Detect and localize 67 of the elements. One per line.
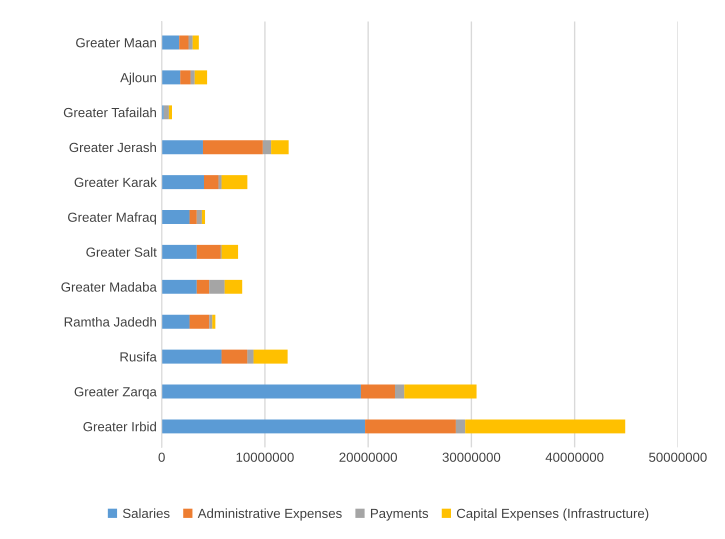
y-tick-label: Rusifa: [120, 352, 157, 362]
bar: [194, 70, 208, 84]
bar: [162, 175, 204, 190]
bar: [456, 419, 466, 434]
bar: [179, 36, 189, 50]
y-tick-label: Greater Jerash: [69, 142, 156, 152]
bar: [222, 175, 248, 190]
bar: [168, 105, 172, 120]
bar: [162, 384, 361, 399]
bar: [162, 280, 197, 294]
y-tick-label: Greater Tafailah: [64, 108, 156, 118]
bar: [162, 70, 180, 84]
x-tick-label: 40000000: [546, 452, 604, 462]
bar: [164, 105, 169, 120]
bar: [162, 350, 222, 364]
legend-label: Administrative Expenses: [198, 508, 342, 521]
bar: [465, 419, 626, 434]
bar: [196, 210, 202, 224]
y-tick-label: Greater Madaba: [61, 282, 157, 292]
bar: [162, 140, 203, 154]
bar: [404, 384, 477, 399]
bar: [209, 314, 212, 329]
bar: [262, 140, 272, 154]
bar: [254, 350, 288, 364]
bar: [196, 280, 210, 294]
bar: [162, 36, 180, 50]
x-tick-label: 20000000: [339, 452, 397, 462]
y-tick-label: Greater Salt: [86, 247, 157, 257]
bar: [190, 314, 210, 329]
bar: [162, 419, 366, 434]
y-tick-label: Greater Zarqa: [74, 387, 157, 400]
bar: [188, 36, 193, 50]
bar: [209, 280, 225, 294]
bar: [196, 244, 221, 259]
bar: [192, 36, 199, 50]
bar: [222, 244, 238, 259]
bar: [218, 175, 222, 190]
x-tick-label: 10000000: [236, 452, 294, 462]
bar: [190, 210, 197, 224]
x-tick-label: 50000000: [649, 452, 707, 462]
legend-label: Capital Expenses (Infrastructure): [456, 508, 648, 521]
x-tick-label: 30000000: [442, 452, 500, 462]
legend-label: Salaries: [122, 508, 170, 518]
bar: [162, 314, 190, 329]
bar: [162, 244, 197, 259]
legend-label: Payments: [370, 508, 428, 521]
y-tick-label: Greater Karak: [74, 177, 157, 188]
bar: [162, 210, 190, 224]
bar: [365, 419, 456, 434]
bar: [360, 384, 395, 399]
bar: [202, 140, 263, 154]
bar: [224, 280, 242, 294]
y-tick-label: Ajloun: [120, 72, 156, 85]
bar: [190, 70, 195, 84]
bar: [394, 384, 404, 399]
y-tick-label: Greater Irbid: [83, 422, 156, 432]
bar: [222, 350, 248, 364]
y-tick-label: Greater Mafraq: [68, 212, 156, 225]
bar: [180, 70, 191, 84]
bar: [202, 210, 206, 224]
bar: [204, 175, 218, 190]
x-tick-label: 0: [158, 452, 165, 462]
bar: [271, 140, 289, 154]
y-tick-label: Greater Maan: [76, 38, 156, 48]
bar: [212, 314, 216, 329]
y-tick-label: Ramtha Jadedh: [64, 316, 156, 327]
bar: [247, 350, 254, 364]
